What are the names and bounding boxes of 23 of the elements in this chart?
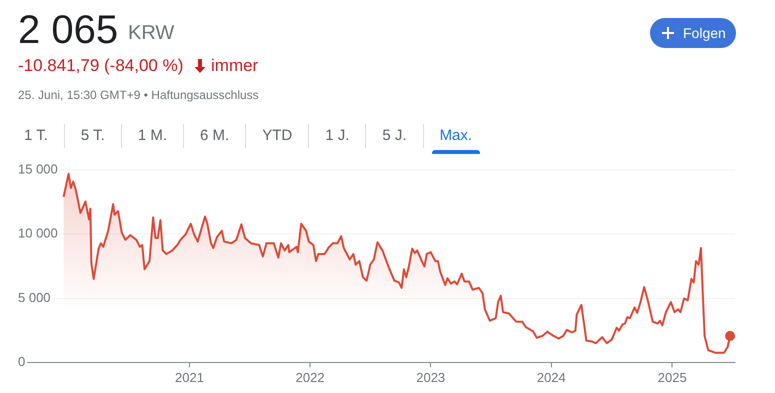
text: -10.841,79 (-84,00 %) [18, 56, 184, 76]
x-tick-label: 2024 [536, 370, 566, 385]
text: Folgen [683, 25, 726, 41]
text: 5 J. [365, 124, 423, 148]
y-tick-label: 5 000 [18, 290, 51, 305]
text: KRW [128, 22, 174, 45]
y-tick-label: 0 [18, 354, 26, 369]
text: immer [211, 56, 258, 76]
x-tick-label: 2023 [416, 370, 446, 385]
chart-title: 2 065 [18, 8, 118, 53]
y-tick-label: 10 000 [18, 226, 58, 241]
text: 5 T. [64, 124, 121, 148]
text: YTD [245, 124, 308, 148]
x-tick-label: 2022 [296, 370, 325, 385]
text: Max. [422, 124, 488, 148]
x-tick-label: 2021 [175, 370, 204, 385]
text: 1 J. [308, 124, 366, 148]
text: 25. Juni, 15:30 GMT+9 • Haftungsausschluss [18, 88, 259, 102]
text: 1 T. [23, 126, 49, 146]
text: 6 M. [183, 124, 246, 148]
text: 1 M. [120, 124, 183, 148]
x-tick-label: 2025 [658, 370, 687, 385]
y-tick-label: 15 000 [18, 162, 58, 177]
